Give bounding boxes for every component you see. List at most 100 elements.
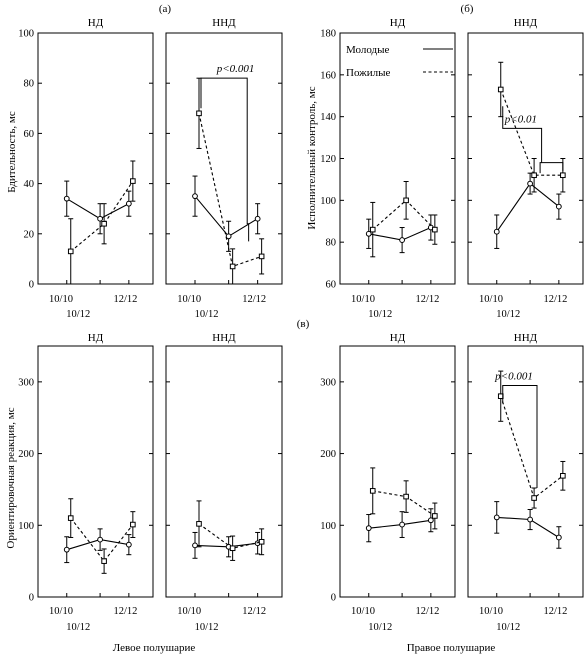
x-tick-label: 12/12: [242, 606, 266, 617]
y-tick-label: 200: [18, 449, 34, 460]
x-tick-label: 12/12: [415, 606, 439, 617]
x-tick-label: 10/10: [177, 294, 201, 305]
bottom-label-right: Правое полушарие: [407, 642, 496, 654]
data-point-young: [63, 195, 70, 202]
series-line-old: [198, 113, 262, 268]
data-point-young: [555, 203, 562, 210]
y-axis-label-b: Исполнительный контроль, мс: [306, 86, 318, 229]
panel-c-2: ННД 10/10 12/12 10/12: [165, 332, 283, 633]
x-tick-label: 12/12: [543, 294, 567, 305]
data-point-old: [369, 226, 376, 233]
legend-label-young: Молодые: [346, 44, 390, 56]
series-line-old: [70, 180, 134, 252]
data-point-young: [97, 536, 103, 543]
data-point-old: [531, 172, 537, 179]
panel-a-1: НД 0 20 40 60 80 100 10/10 12/12 10/12: [18, 17, 154, 320]
data-point-young: [125, 200, 132, 207]
significance-bracket: [541, 162, 564, 172]
x-tick-label: 10/12: [195, 309, 219, 320]
significance-bracket: [502, 384, 538, 488]
y-tick-label: 40: [24, 179, 35, 190]
x-tick-label: 10/10: [177, 606, 201, 617]
x-tick-label: 10/10: [351, 294, 375, 305]
data-point-old: [403, 197, 409, 204]
y-tick-label: 100: [320, 196, 336, 207]
panel-frame: [37, 32, 154, 285]
data-point-old: [258, 253, 265, 260]
x-tick-label: 10/12: [496, 622, 520, 633]
y-tick-label: 20: [24, 229, 35, 240]
panel-frame: [165, 32, 283, 285]
panel-frame: [467, 345, 584, 598]
data-point-young: [399, 237, 406, 243]
panel-frame: [165, 345, 283, 598]
panel-title: НД: [88, 17, 104, 29]
panel-a-2: ННД 10/10 12/12 10/12 p<0.001: [165, 17, 283, 320]
panel-frame: [467, 32, 584, 285]
data-point-old: [196, 110, 202, 117]
data-point-old: [229, 545, 236, 552]
y-tick-label: 0: [331, 593, 336, 604]
y-tick-label: 120: [320, 154, 336, 165]
y-tick-label: 80: [24, 79, 35, 90]
y-tick-label: 100: [18, 521, 34, 532]
data-point-old: [67, 248, 74, 255]
data-point-old: [432, 513, 438, 519]
x-tick-label: 10/12: [66, 622, 90, 633]
y-tick-label: 300: [320, 377, 336, 388]
x-tick-label: 12/12: [113, 294, 137, 305]
y-tick-label: 100: [18, 29, 34, 40]
series-line-young: [496, 182, 560, 233]
data-point-old: [258, 538, 265, 545]
data-point-old: [101, 220, 107, 227]
panel-title: НД: [390, 332, 406, 344]
x-tick-label: 10/12: [368, 622, 392, 633]
y-axis-label-a: Бдительность, мс: [6, 111, 18, 193]
y-tick-label: 200: [320, 449, 336, 460]
y-tick-label: 60: [326, 280, 337, 291]
y-tick-label: 180: [320, 29, 336, 40]
data-point-young: [365, 525, 372, 532]
data-point-young: [527, 516, 533, 523]
data-point-young: [427, 517, 434, 524]
data-point-young: [365, 230, 372, 237]
legend-label-old: Пожилые: [346, 67, 391, 79]
data-point-young: [125, 541, 132, 548]
series-line-old: [70, 517, 134, 562]
panel-c-3: НД 0 100 200 300 10/10 12/12 10/12: [320, 332, 456, 633]
data-point-old: [229, 263, 236, 270]
series-line-old: [372, 199, 436, 231]
panel-title: ННД: [212, 17, 236, 29]
series-line-young: [66, 198, 130, 220]
data-point-old: [67, 515, 74, 521]
x-tick-label: 10/10: [479, 294, 503, 305]
label-a: (а): [159, 3, 172, 15]
panel-title: НД: [390, 17, 406, 29]
data-point-young: [192, 193, 198, 200]
legend: Молодые Пожилые: [346, 44, 453, 79]
data-point-old: [432, 226, 438, 233]
panel-c-1: НД 0 100 200 300 10/10 12/12 10/12: [18, 332, 154, 633]
y-axis-label-c: Ориентировочная реакция, мс: [5, 407, 17, 548]
data-point-young: [97, 215, 103, 222]
bottom-label-left: Левое полушарие: [113, 642, 196, 654]
data-point-old: [130, 178, 136, 184]
data-point-young: [555, 534, 562, 541]
x-tick-label: 12/12: [543, 606, 567, 617]
x-tick-label: 10/10: [479, 606, 503, 617]
y-tick-label: 60: [24, 129, 35, 140]
data-point-young: [493, 514, 500, 521]
panel-c-4: ННД 10/10 12/12 10/12 p<0.001: [467, 332, 584, 633]
significance-label: p<0.001: [216, 63, 255, 75]
panel-b-1: НД 60 80 100 120 140 160 180 10/10 12/12 10/12: [320, 17, 456, 320]
data-point-young: [399, 521, 406, 528]
data-point-young: [225, 233, 232, 240]
significance-label: p<0.01: [504, 113, 537, 125]
x-tick-label: 12/12: [113, 606, 137, 617]
x-tick-label: 10/10: [49, 606, 73, 617]
data-point-old: [531, 495, 537, 501]
panel-title: ННД: [514, 332, 538, 344]
data-point-old: [130, 521, 136, 528]
data-point-old: [369, 488, 376, 494]
